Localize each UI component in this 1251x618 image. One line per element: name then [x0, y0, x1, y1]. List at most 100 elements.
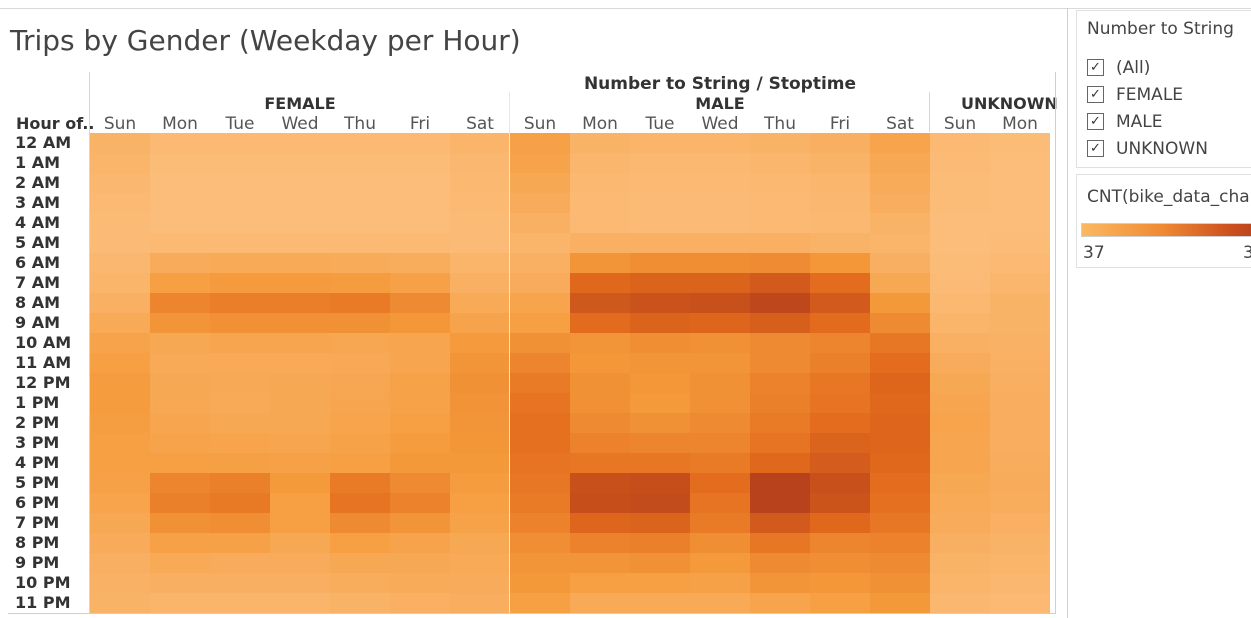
heatmap-cell-unknown-mon-1[interactable]: [990, 153, 1050, 173]
heatmap-cell-male-thu-3[interactable]: [750, 193, 810, 213]
heatmap-cell-male-thu-0[interactable]: [750, 133, 810, 153]
heatmap-cell-male-sat-15[interactable]: [870, 433, 930, 453]
heatmap-cell-male-thu-16[interactable]: [750, 453, 810, 473]
heatmap-cell-male-mon-9[interactable]: [570, 313, 630, 333]
heatmap-cell-female-fri-8[interactable]: [390, 293, 450, 313]
heatmap-cell-female-wed-0[interactable]: [270, 133, 330, 153]
heatmap-cell-female-wed-15[interactable]: [270, 433, 330, 453]
heatmap-cell-male-sat-11[interactable]: [870, 353, 930, 373]
heatmap-cell-female-sat-6[interactable]: [450, 253, 510, 273]
heatmap-cell-unknown-sun-0[interactable]: [930, 133, 990, 153]
heatmap-cell-female-fri-13[interactable]: [390, 393, 450, 413]
heatmap-cell-male-wed-2[interactable]: [690, 173, 750, 193]
heatmap-cell-unknown-sun-10[interactable]: [930, 333, 990, 353]
heatmap-cell-male-wed-12[interactable]: [690, 373, 750, 393]
heatmap-cell-male-mon-21[interactable]: [570, 553, 630, 573]
heatmap-cell-male-sat-14[interactable]: [870, 413, 930, 433]
heatmap-cell-male-fri-0[interactable]: [810, 133, 870, 153]
heatmap-cell-female-wed-6[interactable]: [270, 253, 330, 273]
heatmap-cell-male-thu-15[interactable]: [750, 433, 810, 453]
heatmap-cell-male-mon-10[interactable]: [570, 333, 630, 353]
heatmap-cell-male-sun-3[interactable]: [510, 193, 570, 213]
heatmap-cell-female-mon-4[interactable]: [150, 213, 210, 233]
heatmap-cell-female-tue-21[interactable]: [210, 553, 270, 573]
heatmap-cell-male-fri-14[interactable]: [810, 413, 870, 433]
heatmap-cell-male-sat-6[interactable]: [870, 253, 930, 273]
heatmap-cell-female-tue-4[interactable]: [210, 213, 270, 233]
heatmap-cell-male-thu-22[interactable]: [750, 573, 810, 593]
heatmap-cell-male-sat-3[interactable]: [870, 193, 930, 213]
heatmap-cell-female-mon-8[interactable]: [150, 293, 210, 313]
heatmap-cell-male-mon-7[interactable]: [570, 273, 630, 293]
heatmap-cell-male-thu-2[interactable]: [750, 173, 810, 193]
heatmap-cell-female-tue-16[interactable]: [210, 453, 270, 473]
heatmap-cell-male-mon-17[interactable]: [570, 473, 630, 493]
heatmap-cell-male-wed-7[interactable]: [690, 273, 750, 293]
heatmap-cell-unknown-mon-19[interactable]: [990, 513, 1050, 533]
checkbox[interactable]: ✓: [1087, 59, 1104, 76]
heatmap-cell-female-fri-19[interactable]: [390, 513, 450, 533]
heatmap-cell-male-fri-8[interactable]: [810, 293, 870, 313]
heatmap-cell-female-thu-5[interactable]: [330, 233, 390, 253]
heatmap-cell-male-wed-21[interactable]: [690, 553, 750, 573]
heatmap-cell-unknown-mon-6[interactable]: [990, 253, 1050, 273]
heatmap-cell-male-sat-17[interactable]: [870, 473, 930, 493]
heatmap-cell-female-sat-15[interactable]: [450, 433, 510, 453]
heatmap-cell-male-fri-18[interactable]: [810, 493, 870, 513]
heatmap-cell-unknown-mon-7[interactable]: [990, 273, 1050, 293]
heatmap-cell-female-wed-17[interactable]: [270, 473, 330, 493]
heatmap-cell-female-mon-6[interactable]: [150, 253, 210, 273]
heatmap-cell-male-fri-22[interactable]: [810, 573, 870, 593]
heatmap-cell-male-tue-8[interactable]: [630, 293, 690, 313]
heatmap-cell-male-thu-1[interactable]: [750, 153, 810, 173]
heatmap-cell-female-wed-20[interactable]: [270, 533, 330, 553]
heatmap-cell-female-wed-13[interactable]: [270, 393, 330, 413]
heatmap-cell-unknown-sun-4[interactable]: [930, 213, 990, 233]
heatmap-cell-male-sun-8[interactable]: [510, 293, 570, 313]
heatmap-cell-male-tue-11[interactable]: [630, 353, 690, 373]
heatmap-cell-male-sun-20[interactable]: [510, 533, 570, 553]
heatmap-cell-unknown-mon-5[interactable]: [990, 233, 1050, 253]
heatmap-cell-male-sun-18[interactable]: [510, 493, 570, 513]
heatmap-cell-male-wed-8[interactable]: [690, 293, 750, 313]
heatmap-cell-male-wed-14[interactable]: [690, 413, 750, 433]
heatmap-cell-female-mon-13[interactable]: [150, 393, 210, 413]
heatmap-cell-unknown-mon-2[interactable]: [990, 173, 1050, 193]
heatmap-cell-male-thu-5[interactable]: [750, 233, 810, 253]
heatmap-cell-female-fri-18[interactable]: [390, 493, 450, 513]
heatmap-cell-male-sat-22[interactable]: [870, 573, 930, 593]
heatmap-cell-male-sat-0[interactable]: [870, 133, 930, 153]
heatmap-cell-female-wed-22[interactable]: [270, 573, 330, 593]
heatmap-cell-male-thu-10[interactable]: [750, 333, 810, 353]
heatmap-cell-male-thu-14[interactable]: [750, 413, 810, 433]
heatmap-cell-unknown-mon-16[interactable]: [990, 453, 1050, 473]
heatmap-cell-male-mon-11[interactable]: [570, 353, 630, 373]
heatmap-cell-unknown-sun-17[interactable]: [930, 473, 990, 493]
heatmap-cell-female-thu-17[interactable]: [330, 473, 390, 493]
heatmap-cell-male-sun-7[interactable]: [510, 273, 570, 293]
heatmap-cell-male-wed-5[interactable]: [690, 233, 750, 253]
heatmap-cell-male-fri-11[interactable]: [810, 353, 870, 373]
heatmap-cell-female-fri-3[interactable]: [390, 193, 450, 213]
heatmap-cell-female-sun-7[interactable]: [90, 273, 150, 293]
heatmap-cell-unknown-sun-2[interactable]: [930, 173, 990, 193]
heatmap-cell-female-sun-6[interactable]: [90, 253, 150, 273]
heatmap-cell-male-fri-21[interactable]: [810, 553, 870, 573]
heatmap-cell-male-wed-4[interactable]: [690, 213, 750, 233]
heatmap-cell-female-fri-1[interactable]: [390, 153, 450, 173]
heatmap-cell-male-mon-12[interactable]: [570, 373, 630, 393]
heatmap-cell-male-fri-23[interactable]: [810, 593, 870, 613]
heatmap-cell-male-fri-20[interactable]: [810, 533, 870, 553]
heatmap-cell-female-sat-0[interactable]: [450, 133, 510, 153]
heatmap-cell-male-thu-13[interactable]: [750, 393, 810, 413]
heatmap-cell-male-tue-20[interactable]: [630, 533, 690, 553]
heatmap-cell-male-thu-6[interactable]: [750, 253, 810, 273]
heatmap-cell-male-tue-3[interactable]: [630, 193, 690, 213]
heatmap-cell-female-mon-23[interactable]: [150, 593, 210, 613]
heatmap-cell-female-thu-22[interactable]: [330, 573, 390, 593]
heatmap-cell-male-mon-6[interactable]: [570, 253, 630, 273]
heatmap-cell-male-sun-16[interactable]: [510, 453, 570, 473]
checkbox[interactable]: ✓: [1087, 113, 1104, 130]
heatmap-cell-female-sun-4[interactable]: [90, 213, 150, 233]
heatmap-cell-male-mon-20[interactable]: [570, 533, 630, 553]
